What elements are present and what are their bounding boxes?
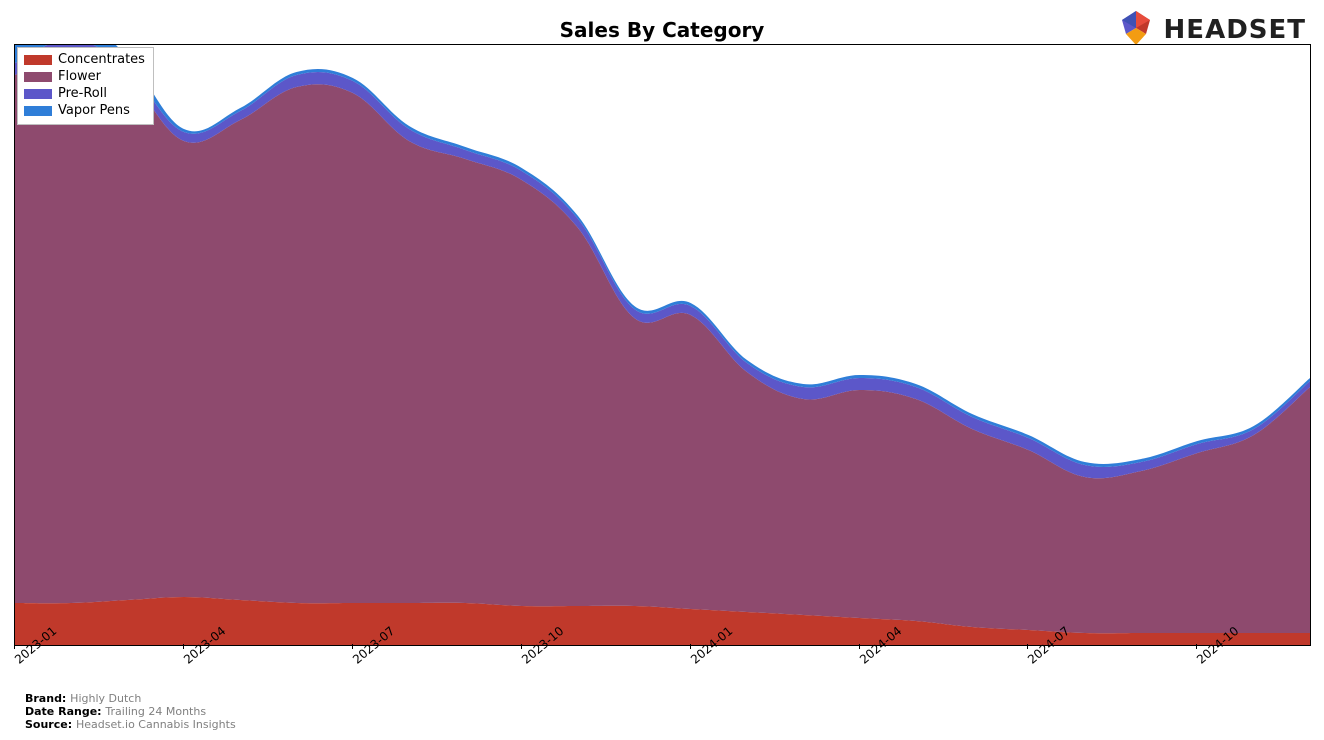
- legend-swatch: [24, 55, 52, 65]
- x-tick-mark: [859, 644, 860, 649]
- legend-label: Vapor Pens: [58, 103, 130, 120]
- x-tick-mark: [352, 644, 353, 649]
- x-tick-mark: [1027, 644, 1028, 649]
- legend-item: Concentrates: [24, 52, 145, 69]
- legend-swatch: [24, 106, 52, 116]
- stacked-area-svg: [15, 45, 1310, 645]
- footer-label: Brand:: [25, 692, 70, 705]
- footer-line: Date Range: Trailing 24 Months: [25, 705, 236, 718]
- legend-label: Pre-Roll: [58, 86, 107, 103]
- legend-label: Concentrates: [58, 52, 145, 69]
- legend-item: Flower: [24, 69, 145, 86]
- x-tick-mark: [14, 644, 15, 649]
- footer-label: Source:: [25, 718, 76, 731]
- footer-value: Highly Dutch: [70, 692, 141, 705]
- legend-swatch: [24, 72, 52, 82]
- x-tick-mark: [183, 644, 184, 649]
- legend-label: Flower: [58, 69, 101, 86]
- footer-value: Headset.io Cannabis Insights: [76, 718, 236, 731]
- plot-area: ConcentratesFlowerPre-RollVapor Pens: [14, 44, 1311, 646]
- chart-footer: Brand: Highly DutchDate Range: Trailing …: [25, 692, 236, 731]
- legend-item: Vapor Pens: [24, 103, 145, 120]
- footer-line: Brand: Highly Dutch: [25, 692, 236, 705]
- footer-value: Trailing 24 Months: [105, 705, 206, 718]
- x-tick-mark: [690, 644, 691, 649]
- x-tick-mark: [521, 644, 522, 649]
- legend: ConcentratesFlowerPre-RollVapor Pens: [17, 47, 154, 125]
- legend-swatch: [24, 89, 52, 99]
- headset-logo-text: HEADSET: [1164, 15, 1306, 45]
- legend-item: Pre-Roll: [24, 86, 145, 103]
- footer-line: Source: Headset.io Cannabis Insights: [25, 718, 236, 731]
- x-tick-mark: [1196, 644, 1197, 649]
- footer-label: Date Range:: [25, 705, 105, 718]
